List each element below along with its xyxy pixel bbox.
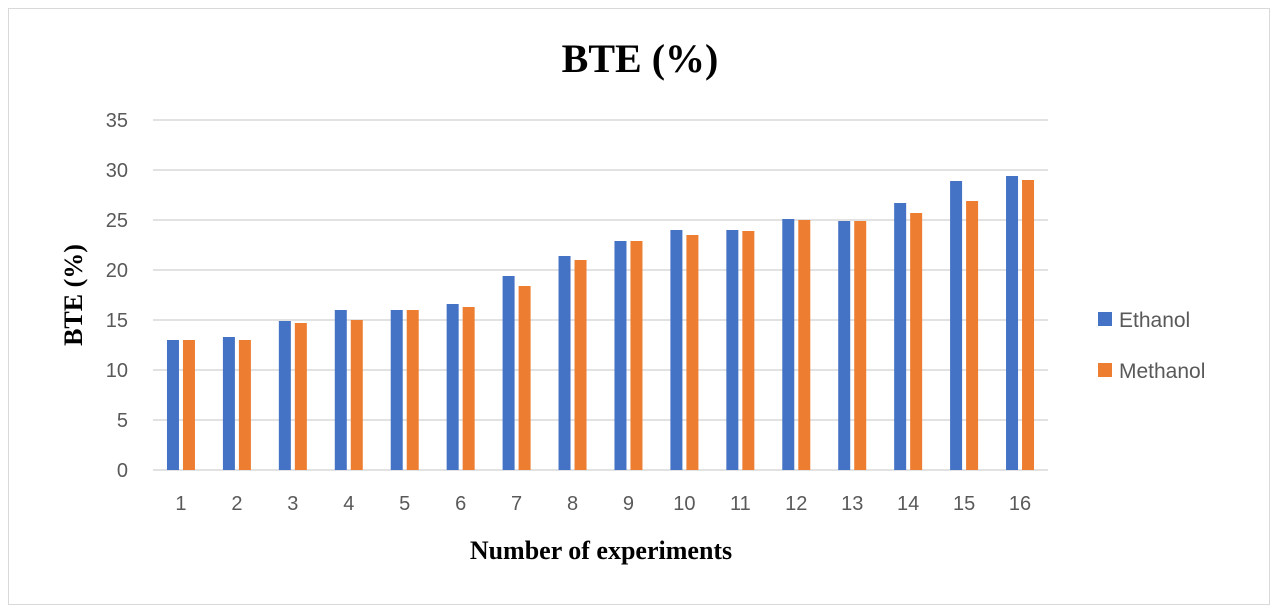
bar-methanol-6	[462, 307, 475, 470]
bar-methanol-5	[406, 310, 419, 470]
y-tick-label: 15	[106, 310, 128, 332]
bar-ethanol-7	[502, 276, 515, 470]
x-tick-label: 6	[455, 493, 466, 515]
x-tick-label: 3	[287, 493, 298, 515]
legend-swatch-methanol	[1098, 363, 1112, 377]
y-tick-label: 0	[117, 460, 128, 482]
bar-ethanol-13	[838, 221, 851, 470]
y-tick-label: 30	[106, 160, 128, 182]
bar-ethanol-4	[334, 310, 347, 470]
x-tick-label: 16	[1009, 493, 1031, 515]
x-tick-label: 2	[231, 493, 242, 515]
legend-label-methanol: Methanol	[1119, 360, 1205, 383]
bar-methanol-1	[182, 340, 195, 470]
x-axis-label: Number of experiments	[470, 536, 732, 565]
bar-methanol-14	[910, 213, 923, 470]
bar-methanol-9	[630, 241, 643, 470]
x-tick-label: 1	[175, 493, 186, 515]
legend-label-ethanol: Ethanol	[1119, 309, 1190, 332]
bar-ethanol-2	[222, 337, 235, 470]
x-tick-label: 4	[343, 493, 354, 515]
bar-ethanol-10	[670, 230, 683, 470]
x-tick-label: 10	[673, 493, 695, 515]
x-tick-label: 11	[730, 493, 751, 515]
bar-methanol-10	[686, 235, 699, 470]
y-tick-label: 35	[106, 110, 128, 132]
bar-ethanol-11	[726, 230, 739, 470]
x-tick-label: 12	[785, 493, 807, 515]
x-tick-label: 13	[841, 493, 863, 515]
bar-methanol-12	[798, 220, 811, 470]
bar-methanol-7	[518, 286, 531, 470]
bar-methanol-2	[238, 340, 251, 470]
x-tick-label: 5	[399, 493, 410, 515]
y-tick-label: 25	[106, 210, 128, 232]
bar-methanol-3	[294, 323, 307, 470]
bar-methanol-8	[574, 260, 587, 470]
bar-ethanol-16	[1006, 176, 1019, 470]
bar-methanol-15	[966, 201, 979, 470]
bar-methanol-16	[1022, 180, 1035, 470]
bar-ethanol-9	[614, 241, 627, 470]
bar-methanol-4	[350, 320, 363, 470]
y-tick-label: 20	[106, 260, 128, 282]
bar-ethanol-12	[782, 219, 795, 470]
bar-ethanol-8	[558, 256, 571, 470]
bar-methanol-11	[742, 231, 755, 470]
bar-ethanol-14	[894, 203, 907, 470]
y-axis-label: BTE (%)	[59, 244, 88, 346]
bar-ethanol-5	[390, 310, 403, 470]
x-tick-label: 8	[567, 493, 578, 515]
x-tick-label: 14	[897, 493, 919, 515]
y-tick-label: 10	[106, 360, 128, 382]
x-tick-label: 15	[953, 493, 975, 515]
bar-ethanol-3	[278, 321, 291, 470]
y-tick-label: 5	[117, 410, 128, 432]
bar-ethanol-15	[950, 181, 963, 470]
chart-frame	[8, 8, 1270, 605]
bar-methanol-13	[854, 221, 867, 470]
x-tick-label: 7	[511, 493, 522, 515]
x-tick-label: 9	[623, 493, 634, 515]
legend-swatch-ethanol	[1098, 312, 1112, 326]
chart-title: BTE (%)	[562, 36, 719, 81]
bar-ethanol-6	[446, 304, 459, 470]
bar-ethanol-1	[166, 340, 179, 470]
